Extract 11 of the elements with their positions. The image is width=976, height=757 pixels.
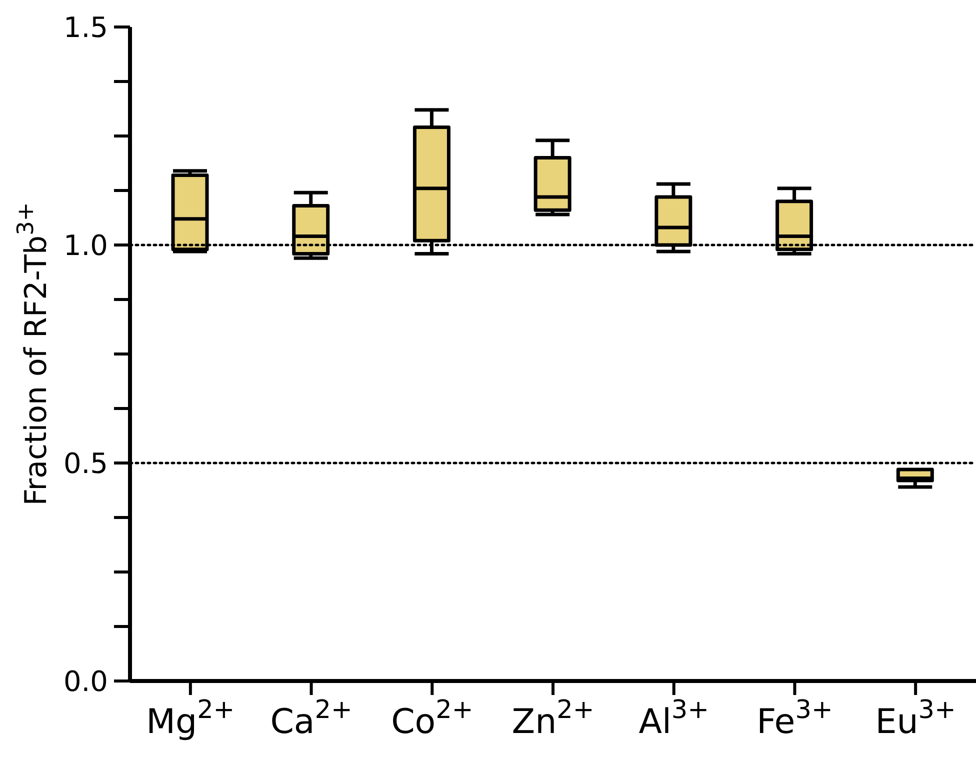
x-tick-label: Fe$^{3+}$ — [756, 695, 833, 742]
x-tick-label: Eu$^{3+}$ — [875, 695, 956, 742]
x-tick-label: Al$^{3+}$ — [638, 695, 710, 742]
x-tick-label: Mg$^{2+}$ — [146, 695, 235, 742]
x-tick-label: Zn$^{2+}$ — [512, 695, 594, 742]
x-tick-label: Ca$^{2+}$ — [270, 695, 352, 742]
x-tick-label: Co$^{2+}$ — [391, 695, 474, 742]
y-tick-label: 0.5 — [63, 447, 108, 480]
y-tick-label: 1.5 — [63, 11, 108, 44]
y-tick-label: 1.0 — [63, 229, 108, 262]
y-tick-label: 0.0 — [63, 665, 108, 698]
